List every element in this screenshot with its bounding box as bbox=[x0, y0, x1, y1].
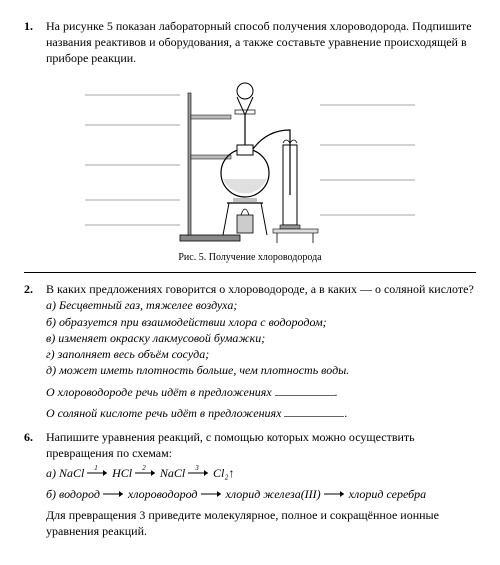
q2-opt-b: б) образуется при взаимодействии хлора с… bbox=[46, 314, 476, 330]
svg-text:3: 3 bbox=[194, 465, 199, 472]
q6-footer: Для превращения 3 приведите молекулярное… bbox=[46, 507, 476, 539]
q2-number: 2. bbox=[24, 281, 46, 421]
q6-scheme-b: б) водород хлороводород хлорид железа(II… bbox=[46, 486, 476, 503]
q6-number: 6. bbox=[24, 429, 46, 539]
svg-text:2: 2 bbox=[142, 465, 146, 472]
arrow-icon: 3 bbox=[188, 468, 213, 480]
arrow-icon bbox=[103, 489, 125, 501]
q2-text: В каких предложениях говорится о хлорово… bbox=[46, 281, 476, 297]
q2-opt-a: а) Бесцветный газ, тяжелее воздуха; bbox=[46, 297, 476, 313]
q1-text: На рисунке 5 показан лабораторный способ… bbox=[46, 18, 476, 67]
question-1: 1. На рисунке 5 показан лабораторный спо… bbox=[24, 18, 476, 67]
arrow-icon bbox=[201, 489, 223, 501]
q6-text: Напишите уравнения реакций, с помощью ко… bbox=[46, 429, 476, 461]
arrow-icon: 2 bbox=[135, 468, 160, 480]
blank-line[interactable] bbox=[275, 384, 335, 396]
figure-caption: Рис. 5. Получение хлороводорода bbox=[24, 251, 476, 265]
question-6: 6. Напишите уравнения реакций, с помощью… bbox=[24, 429, 476, 539]
q2-blank-1: О хлороводороде речь идёт в предложениях… bbox=[46, 384, 476, 400]
blank-line[interactable] bbox=[284, 405, 344, 417]
q2-opt-g: г) заполняет весь объём сосуда; bbox=[46, 346, 476, 362]
arrow-icon bbox=[324, 489, 346, 501]
q2-blank-2: О соляной кислоте речь идёт в предложени… bbox=[46, 405, 476, 421]
q1-number: 1. bbox=[24, 18, 46, 67]
divider-1 bbox=[24, 272, 476, 273]
svg-text:1: 1 bbox=[95, 465, 99, 472]
apparatus-diagram bbox=[85, 75, 415, 245]
question-2: 2. В каких предложениях говорится о хлор… bbox=[24, 281, 476, 421]
q2-opt-v: в) изменяет окраску лакмусовой бумажки; bbox=[46, 330, 476, 346]
figure-5 bbox=[24, 75, 476, 249]
q2-opt-d: д) может иметь плотность больше, чем пло… bbox=[46, 362, 476, 378]
arrow-icon: 1 bbox=[87, 468, 112, 480]
q6-scheme-a: а) NaCl 1 HCl 2 NaCl 3 Cl₂↑ bbox=[46, 465, 476, 482]
